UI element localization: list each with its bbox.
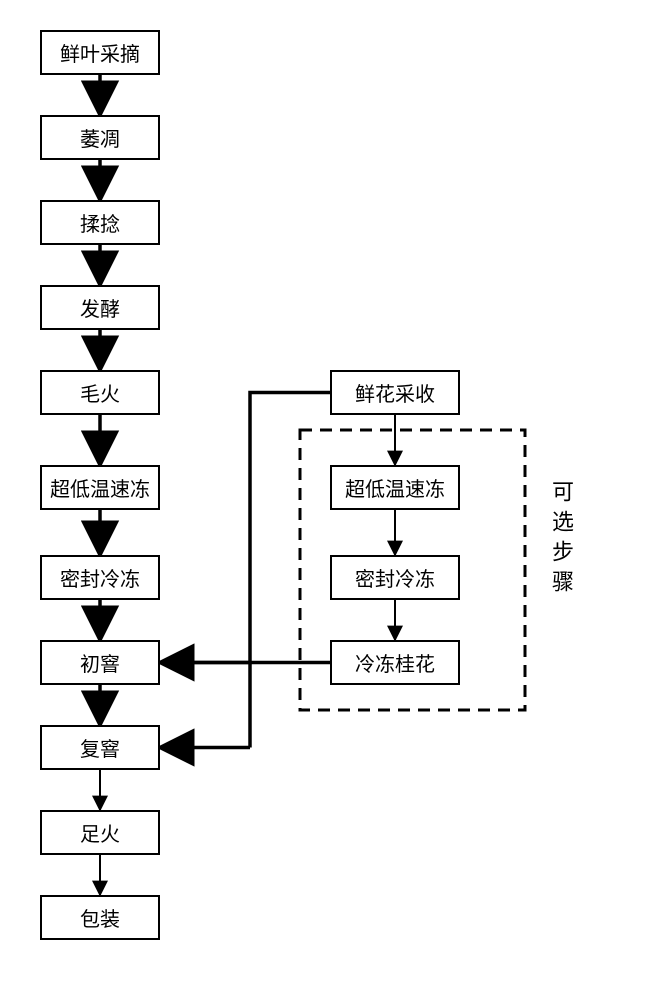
left-step-n0: 鲜叶采摘 [40,30,160,75]
optional-steps-label: 可选步骤 [545,480,577,600]
left-step-n6: 密封冷冻 [40,555,160,600]
right-step-r3: 冷冻桂花 [330,640,460,685]
left-step-n5: 超低温速冻 [40,465,160,510]
flowchart-canvas: 鲜叶采摘萎凋揉捻发酵毛火超低温速冻密封冷冻初窨复窨足火包装 鲜花采收超低温速冻密封… [0,0,648,1000]
right-step-r2: 密封冷冻 [330,555,460,600]
left-step-n2: 揉捻 [40,200,160,245]
left-step-n3: 发酵 [40,285,160,330]
left-step-n8: 复窨 [40,725,160,770]
left-step-n7: 初窨 [40,640,160,685]
left-step-n10: 包装 [40,895,160,940]
left-step-n4: 毛火 [40,370,160,415]
right-step-r0: 鲜花采收 [330,370,460,415]
edge-r0-vertical [160,393,330,663]
left-step-n1: 萎凋 [40,115,160,160]
right-step-r1: 超低温速冻 [330,465,460,510]
left-step-n9: 足火 [40,810,160,855]
